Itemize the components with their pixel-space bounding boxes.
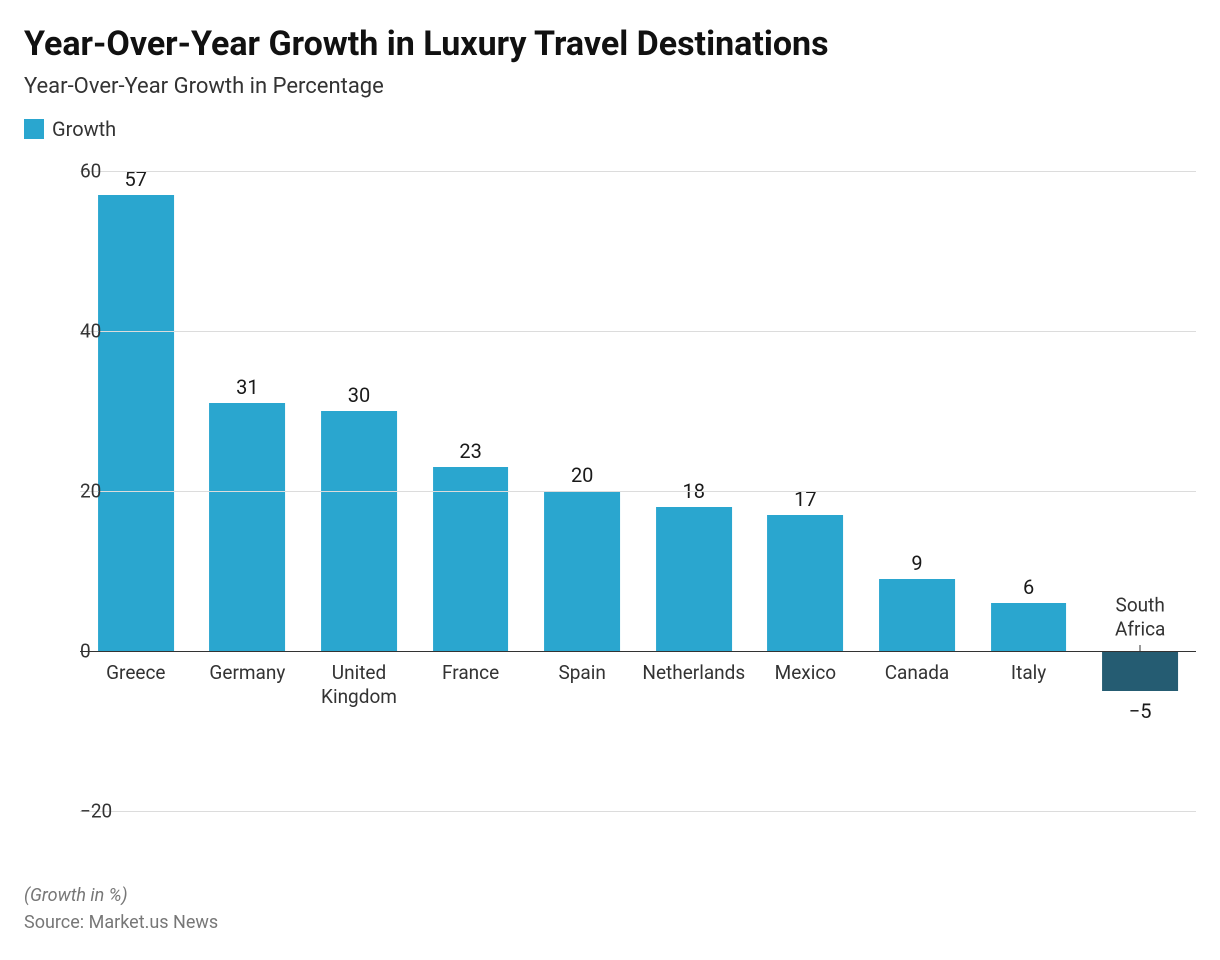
legend-label: Growth — [52, 117, 116, 141]
bar-category-label: France — [442, 661, 499, 685]
legend: Growth — [24, 117, 1196, 141]
y-tick-label: 40 — [80, 320, 90, 343]
legend-swatch — [24, 119, 44, 139]
y-tick-label: 60 — [80, 160, 90, 183]
chart-title: Year-Over-Year Growth in Luxury Travel D… — [24, 24, 1196, 64]
bar-category-label: Italy — [1011, 661, 1046, 685]
bar-category-label: Greece — [106, 661, 165, 685]
bar — [544, 491, 620, 651]
gridline — [80, 811, 1196, 812]
bar-category-label: Mexico — [775, 661, 837, 685]
bar-category-label: Spain — [558, 661, 605, 685]
gridline — [80, 491, 1196, 492]
bar — [656, 507, 732, 651]
bar-category-label: Germany — [209, 661, 285, 685]
bar-value-label: 30 — [348, 383, 370, 407]
chart-subtitle: Year-Over-Year Growth in Percentage — [24, 74, 1196, 99]
chart-container: Year-Over-Year Growth in Luxury Travel D… — [0, 0, 1220, 960]
y-axis — [24, 171, 80, 811]
bar — [321, 411, 397, 651]
bar — [433, 467, 509, 651]
bar-value-label: 20 — [571, 463, 593, 487]
bar-value-label: 31 — [236, 375, 258, 399]
gridline — [80, 171, 1196, 172]
bar-category-label: South Africa — [1115, 594, 1165, 642]
bar-value-label: 9 — [911, 551, 922, 575]
bar — [98, 195, 174, 651]
bar-category-label: United Kingdom — [321, 661, 397, 709]
gridline — [80, 331, 1196, 332]
bar-category-label: Netherlands — [642, 661, 745, 685]
bar-value-label: 6 — [1023, 575, 1034, 599]
bar-category-label: Canada — [885, 661, 950, 685]
bar — [1102, 651, 1178, 691]
chart-footnote: (Growth in %) — [24, 885, 1196, 906]
chart-source: Source: Market.us News — [24, 912, 1196, 933]
y-tick-label: −20 — [80, 800, 90, 823]
bar-value-label: −5 — [1129, 699, 1152, 723]
bar — [879, 579, 955, 651]
bar — [991, 603, 1067, 651]
y-tick-label: 20 — [80, 480, 90, 503]
bar-value-label: 23 — [459, 439, 481, 463]
bar — [209, 403, 285, 651]
zero-line — [80, 651, 1196, 652]
bar — [767, 515, 843, 651]
plot-area: 57Greece31Germany30United Kingdom23Franc… — [24, 171, 1196, 811]
chart-footer: (Growth in %) Source: Market.us News — [24, 885, 1196, 933]
